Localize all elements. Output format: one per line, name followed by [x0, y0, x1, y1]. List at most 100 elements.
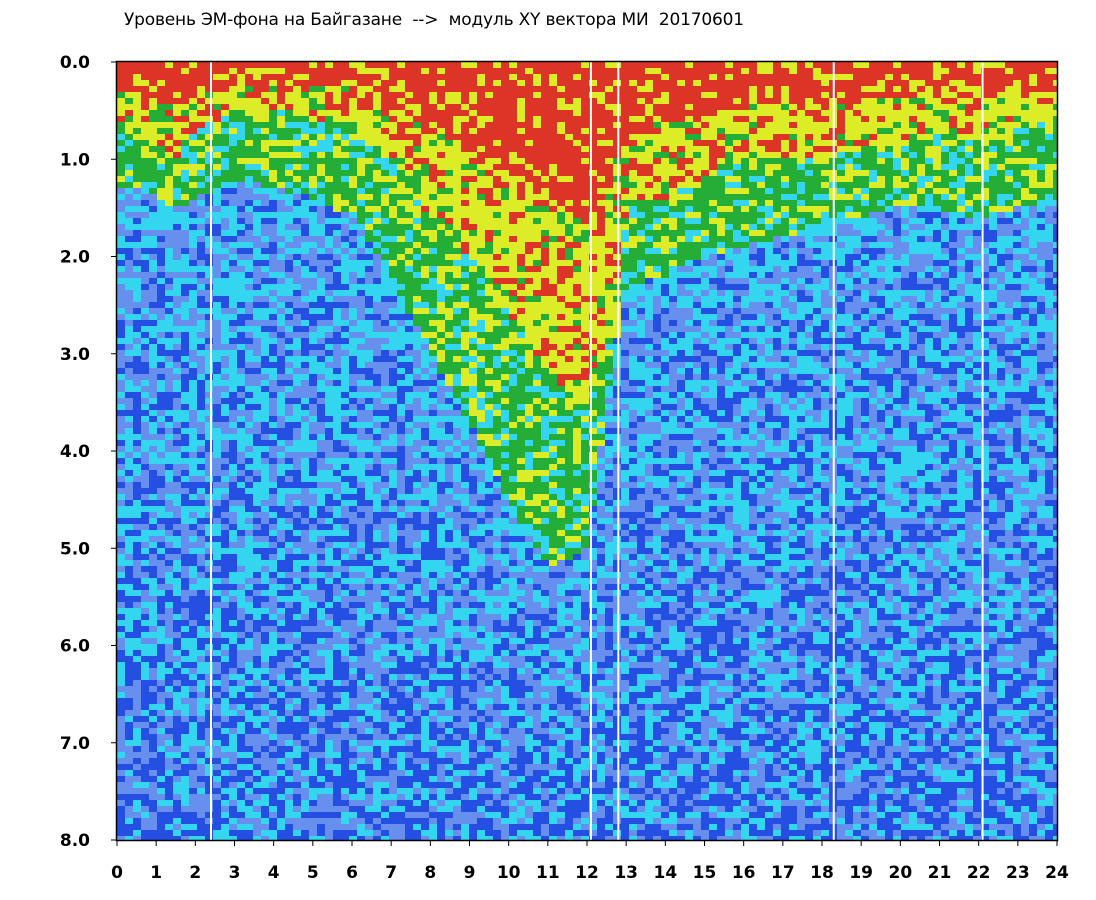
heatmap-cell	[469, 374, 477, 380]
heatmap-cell	[253, 62, 261, 68]
heatmap-cell	[173, 836, 181, 840]
heatmap-cell	[133, 494, 141, 500]
heatmap-cell	[317, 272, 325, 278]
heatmap-cell	[373, 512, 381, 518]
heatmap-cell	[325, 536, 333, 542]
heatmap-cell	[133, 212, 141, 218]
heatmap-cell	[445, 362, 453, 368]
heatmap-cell	[357, 290, 365, 296]
heatmap-cell	[341, 230, 349, 236]
heatmap-cell	[453, 200, 461, 206]
heatmap-cell	[453, 722, 461, 728]
heatmap-cell	[429, 686, 437, 692]
heatmap-cell	[165, 596, 173, 602]
heatmap-cell	[261, 74, 269, 80]
heatmap-cell	[453, 788, 461, 794]
heatmap-cell	[333, 86, 341, 92]
heatmap-cell	[141, 152, 149, 158]
heatmap-cell	[333, 776, 341, 782]
heatmap-cell	[477, 578, 485, 584]
heatmap-cell	[253, 830, 261, 836]
heatmap-cell	[373, 548, 381, 554]
heatmap-cell	[397, 428, 405, 434]
heatmap-cell	[117, 758, 125, 764]
heatmap-cell	[477, 116, 485, 122]
heatmap-cell	[277, 344, 285, 350]
heatmap-cell	[157, 422, 165, 428]
heatmap-cell	[381, 800, 389, 806]
heatmap-cell	[341, 770, 349, 776]
heatmap-cell	[117, 536, 125, 542]
heatmap-cell	[405, 662, 413, 668]
heatmap-cell	[237, 734, 245, 740]
heatmap-cell	[237, 218, 245, 224]
heatmap-cell	[325, 824, 333, 830]
heatmap-cell	[445, 320, 453, 326]
heatmap-cell	[525, 68, 533, 74]
heatmap-cell	[533, 332, 541, 338]
heatmap-cell	[429, 164, 437, 170]
heatmap-cell	[277, 68, 285, 74]
heatmap-cell	[469, 536, 477, 542]
heatmap-cell	[381, 410, 389, 416]
heatmap-cell	[469, 674, 477, 680]
heatmap-cell	[413, 206, 421, 212]
heatmap-cell	[277, 182, 285, 188]
heatmap-cell	[389, 380, 397, 386]
heatmap-cell	[301, 176, 309, 182]
heatmap-cell	[213, 662, 221, 668]
heatmap-cell	[461, 242, 469, 248]
heatmap-cell	[341, 392, 349, 398]
heatmap-cell	[261, 686, 269, 692]
heatmap-cell	[485, 212, 493, 218]
heatmap-cell	[517, 506, 525, 512]
heatmap-cell	[157, 434, 165, 440]
heatmap-cell	[125, 470, 133, 476]
heatmap-cell	[221, 524, 229, 530]
heatmap-cell	[173, 332, 181, 338]
heatmap-cell	[317, 506, 325, 512]
heatmap-cell	[469, 212, 477, 218]
heatmap-cell	[381, 428, 389, 434]
heatmap-cell	[501, 152, 509, 158]
heatmap-cell	[293, 476, 301, 482]
heatmap-cell	[221, 572, 229, 578]
heatmap-cell	[205, 830, 213, 836]
heatmap-cell	[293, 776, 301, 782]
heatmap-cell	[157, 194, 165, 200]
heatmap-cell	[253, 242, 261, 248]
heatmap-cell	[237, 530, 245, 536]
heatmap-cell	[397, 242, 405, 248]
heatmap-cell	[373, 314, 381, 320]
heatmap-cell	[309, 266, 317, 272]
heatmap-cell	[133, 164, 141, 170]
heatmap-cell	[317, 596, 325, 602]
heatmap-cell	[533, 362, 541, 368]
heatmap-cell	[245, 734, 253, 740]
heatmap-cell	[133, 188, 141, 194]
heatmap-cell	[197, 158, 205, 164]
heatmap-cell	[285, 662, 293, 668]
heatmap-cell	[501, 170, 509, 176]
heatmap-cell	[197, 116, 205, 122]
heatmap-cell	[389, 410, 397, 416]
heatmap-cell	[461, 308, 469, 314]
heatmap-cell	[477, 722, 485, 728]
heatmap-cell	[349, 518, 357, 524]
heatmap-cell	[509, 140, 517, 146]
heatmap-cell	[413, 734, 421, 740]
heatmap-cell	[237, 350, 245, 356]
heatmap-cell	[525, 326, 533, 332]
heatmap-cell	[229, 494, 237, 500]
heatmap-cell	[493, 260, 501, 266]
heatmap-cell	[173, 758, 181, 764]
heatmap-cell	[517, 266, 525, 272]
heatmap-cell	[453, 728, 461, 734]
heatmap-cell	[429, 524, 437, 530]
heatmap-cell	[165, 680, 173, 686]
heatmap-cell	[437, 392, 445, 398]
heatmap-cell	[213, 176, 221, 182]
heatmap-cell	[125, 152, 133, 158]
heatmap-cell	[117, 830, 125, 836]
heatmap-cell	[389, 110, 397, 116]
